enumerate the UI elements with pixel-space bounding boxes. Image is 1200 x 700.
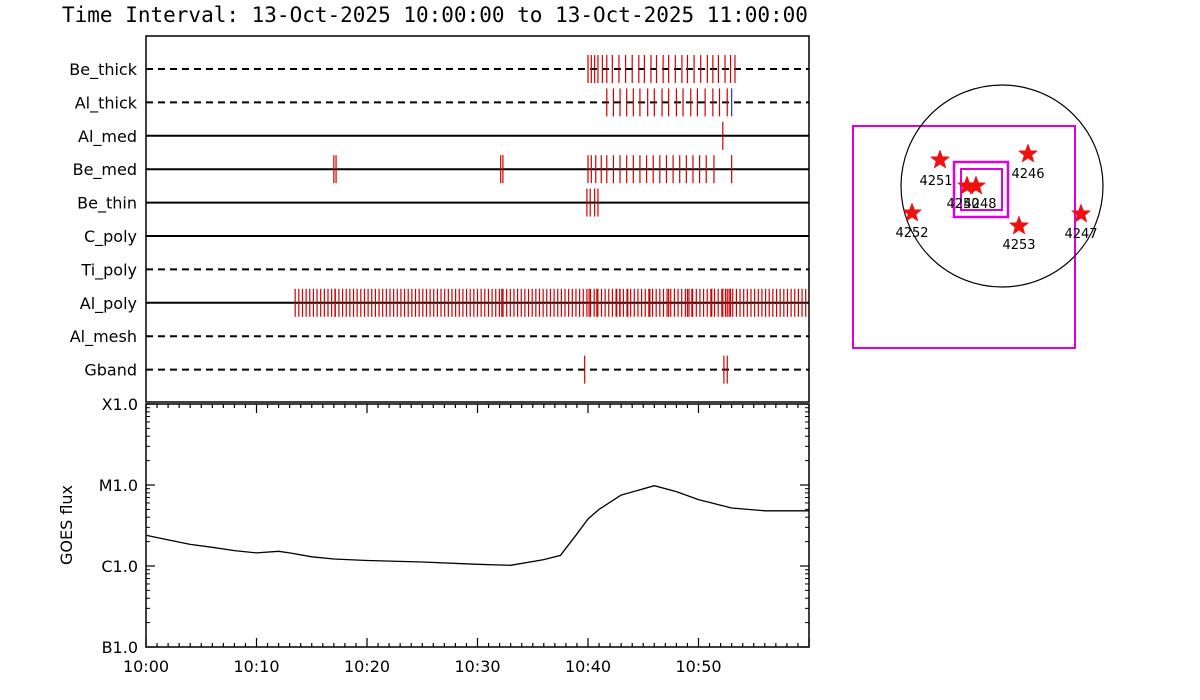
row-label: Al_mesh bbox=[70, 327, 137, 347]
y-axis-label: GOES flux bbox=[57, 485, 76, 565]
row-label: Ti_poly bbox=[80, 260, 137, 280]
goes-flux-plot: 10:00 10:10 10:20 10:30 10:40 10:50 B1.0 C1.0 M1… bbox=[57, 395, 810, 676]
row-label: C_poly bbox=[84, 227, 137, 247]
row-label: Be_med bbox=[73, 160, 137, 180]
row-label: Be_thick bbox=[69, 60, 137, 80]
ar-star-marker bbox=[901, 202, 923, 222]
timeline-frame bbox=[145, 35, 810, 403]
ar-star-marker bbox=[929, 149, 951, 169]
y-tick-label: B1.0 bbox=[102, 638, 138, 657]
ar-label: 4250 bbox=[946, 197, 979, 212]
ar-label: 4246 bbox=[1011, 167, 1044, 182]
ar-label: 4252 bbox=[895, 226, 928, 241]
goes-frame bbox=[145, 403, 810, 648]
row-label: Be_thin bbox=[77, 194, 137, 214]
y-tick-label: M1.0 bbox=[99, 476, 138, 495]
goes-flux-line bbox=[145, 485, 809, 566]
x-tick-label: 10:30 bbox=[454, 657, 500, 676]
row-label: Al_thick bbox=[75, 93, 138, 113]
fov-inner-box bbox=[952, 160, 1010, 219]
row-label: Al_med bbox=[78, 127, 137, 147]
ar-star-marker bbox=[1070, 203, 1092, 223]
ar-star-marker bbox=[965, 175, 987, 195]
ar-label: 4247 bbox=[1064, 227, 1097, 242]
solar-disk bbox=[900, 84, 1104, 288]
row-label: Gband bbox=[84, 361, 137, 380]
ar-label: 4253 bbox=[1002, 238, 1035, 253]
page-title: Time Interval: 13-Oct-2025 10:00:00 to 1… bbox=[62, 3, 808, 27]
ar-star-marker bbox=[1008, 215, 1030, 235]
ar-label: 4251 bbox=[919, 174, 952, 189]
instrument-timeline: Be_thick Al_thick Al_med Be_med Be_thin C_pol… bbox=[69, 35, 810, 403]
x-tick-label: 10:50 bbox=[675, 657, 721, 676]
x-tick-label: 10:40 bbox=[565, 657, 611, 676]
y-tick-label: X1.0 bbox=[102, 395, 138, 414]
fov-outer-box bbox=[852, 125, 1076, 349]
row-label: Al_poly bbox=[80, 294, 137, 314]
x-tick-label: 10:00 bbox=[123, 657, 169, 676]
y-tick-label: C1.0 bbox=[101, 557, 138, 576]
ar-label: 4248 bbox=[963, 197, 996, 212]
fov-inner-box-2 bbox=[960, 168, 1003, 211]
x-tick-label: 10:10 bbox=[233, 657, 279, 676]
x-tick-label: 10:20 bbox=[344, 657, 390, 676]
ar-star-marker bbox=[1017, 143, 1039, 163]
